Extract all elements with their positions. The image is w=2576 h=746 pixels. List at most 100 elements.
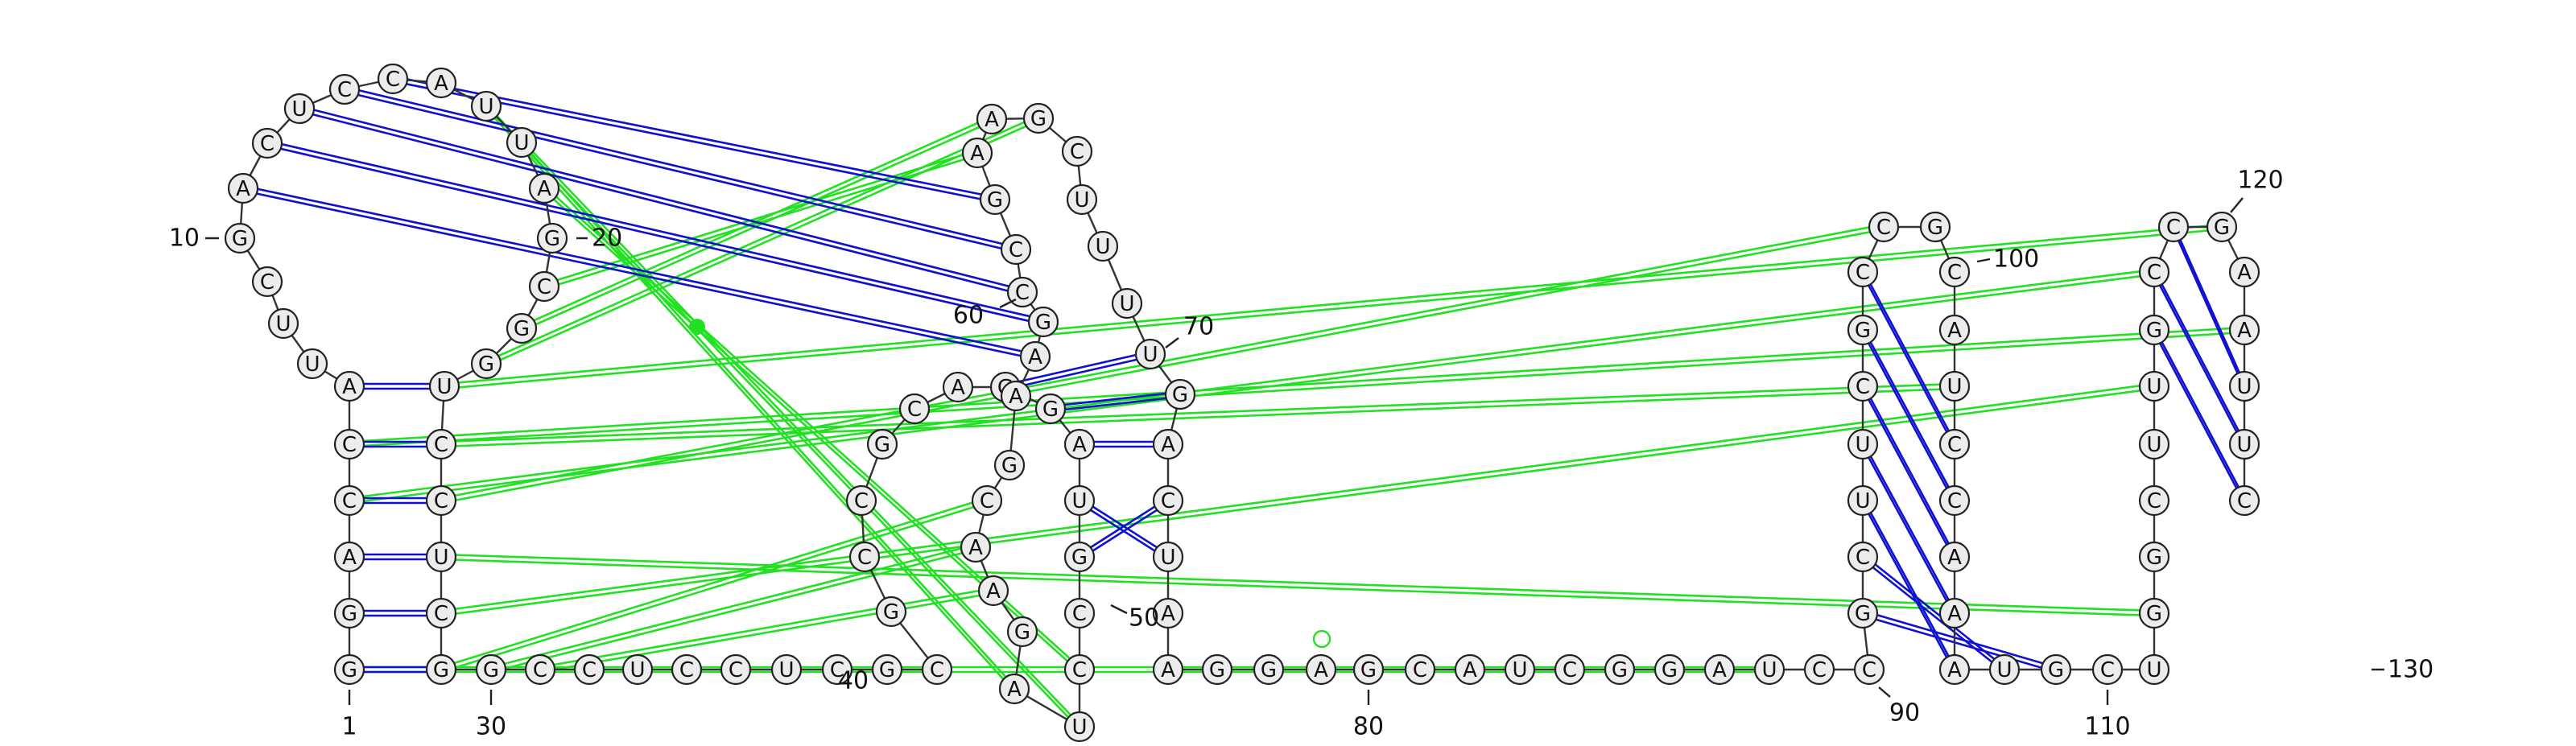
base-pair-line: [1050, 395, 1181, 413]
tertiary-line: [539, 587, 994, 669]
nucleotide: A: [333, 541, 365, 573]
nucleotide: A: [1938, 597, 1971, 629]
base-pair-line: [242, 189, 1036, 361]
base-pair-line: [1862, 609, 2057, 669]
svg-text:G: G: [1261, 658, 1277, 682]
svg-text:A: A: [1161, 602, 1175, 626]
nucleotide: A: [1152, 597, 1184, 629]
nucleotide: C: [425, 597, 457, 629]
nucleotide: C: [425, 484, 457, 517]
nucleotide: A: [977, 575, 1009, 607]
nucleotide: U: [1847, 428, 1879, 460]
svg-text:U: U: [630, 658, 645, 682]
nucleotide: C: [971, 484, 1003, 517]
tertiary-line: [440, 387, 1955, 448]
svg-text:C: C: [337, 78, 352, 102]
svg-text:U: U: [2146, 375, 2161, 399]
svg-text:A: A: [2237, 261, 2252, 285]
svg-text:C: C: [1876, 216, 1891, 240]
nucleotide: U: [283, 93, 316, 125]
tertiary-line: [440, 501, 988, 674]
svg-text:A: A: [434, 72, 448, 96]
position-label-110: 110: [2084, 713, 2130, 741]
svg-text:A: A: [1947, 319, 1962, 343]
nucleotide: U: [296, 348, 328, 380]
svg-text:G: G: [483, 658, 499, 682]
svg-text:G: G: [879, 658, 895, 682]
svg-text:U: U: [291, 97, 307, 122]
svg-text:U: U: [1160, 546, 1175, 570]
svg-text:C: C: [1947, 489, 1962, 513]
svg-text:U: U: [2146, 433, 2161, 457]
nucleotide: U: [2138, 428, 2170, 460]
svg-text:U: U: [1855, 433, 1870, 457]
svg-text:C: C: [980, 489, 994, 513]
svg-text:C: C: [1015, 281, 1030, 305]
nucleotide: G: [425, 653, 457, 686]
position-label-50: 50: [1129, 604, 1159, 633]
nucleotide: C: [528, 270, 560, 303]
nucleotide: U: [1847, 484, 1879, 517]
svg-text:C: C: [1161, 489, 1175, 513]
tertiary-line: [485, 108, 1015, 692]
svg-text:A: A: [1712, 658, 1727, 682]
nucleotide: C: [333, 428, 365, 460]
svg-text:C: C: [1856, 261, 1870, 285]
svg-text:G: G: [1035, 311, 1051, 335]
svg-text:G: G: [232, 227, 248, 251]
nucleotide: C: [377, 63, 409, 95]
nucleotide: C: [1554, 653, 1586, 686]
tertiary-line: [543, 149, 978, 286]
base-pair-line: [266, 139, 1044, 321]
base-pair-line: [1862, 558, 2005, 674]
tertiary-line: [521, 144, 1080, 730]
interaction-marker: [1312, 629, 1331, 649]
nucleotide: U: [470, 90, 502, 122]
svg-text:C: C: [533, 658, 547, 682]
svg-text:G: G: [1001, 454, 1018, 478]
nucleotide: U: [2228, 370, 2260, 402]
svg-text:U: U: [1119, 292, 1134, 316]
base-pair-line: [1005, 350, 1151, 386]
svg-text:A: A: [1072, 433, 1087, 457]
nucleotide: C: [1063, 653, 1096, 686]
nucleotide: G: [1006, 616, 1038, 648]
tertiary-line: [349, 326, 2245, 443]
svg-text:C: C: [2100, 658, 2115, 682]
nucleotide: C: [845, 484, 877, 517]
base-pair-line: [1079, 497, 1169, 556]
base-pair-line: [299, 105, 1023, 291]
nucleotide: C: [2138, 484, 2170, 517]
svg-text:U: U: [436, 375, 452, 399]
nucleotide: G: [1253, 653, 1285, 686]
nucleotide: C: [1868, 211, 1900, 243]
base-pair-line: [1861, 497, 1956, 668]
svg-text:U: U: [1074, 188, 1089, 212]
tertiary-line: [490, 543, 976, 669]
base-pair-line: [1079, 501, 1169, 561]
nucleotide: C: [251, 266, 283, 298]
nucleotide: C: [671, 653, 703, 686]
nucleotide: U: [428, 370, 460, 402]
position-label-1: 1: [341, 713, 357, 741]
nucleotide: G: [2138, 314, 2170, 346]
svg-text:A: A: [236, 177, 250, 201]
svg-text:A: A: [342, 375, 357, 399]
svg-text:C: C: [2166, 216, 2181, 240]
position-label-120: 120: [2237, 167, 2283, 195]
nucleotide: G: [866, 428, 898, 460]
nucleotide: G: [1604, 653, 1636, 686]
nucleotide: U: [1134, 338, 1166, 370]
nucleotide: G: [1034, 393, 1067, 425]
svg-text:G: G: [1360, 658, 1377, 682]
nucleotide: G: [2206, 211, 2238, 243]
base-pair-line: [1861, 502, 1956, 673]
svg-text:U: U: [514, 131, 529, 155]
svg-text:A: A: [2237, 319, 2252, 343]
nucleotide: G: [1919, 211, 1951, 243]
svg-text:A: A: [1161, 433, 1175, 457]
tertiary-line: [490, 548, 976, 674]
tertiary-line: [440, 382, 2155, 612]
base-pair-line: [2172, 224, 2246, 385]
nucleotide: G: [1022, 102, 1055, 134]
